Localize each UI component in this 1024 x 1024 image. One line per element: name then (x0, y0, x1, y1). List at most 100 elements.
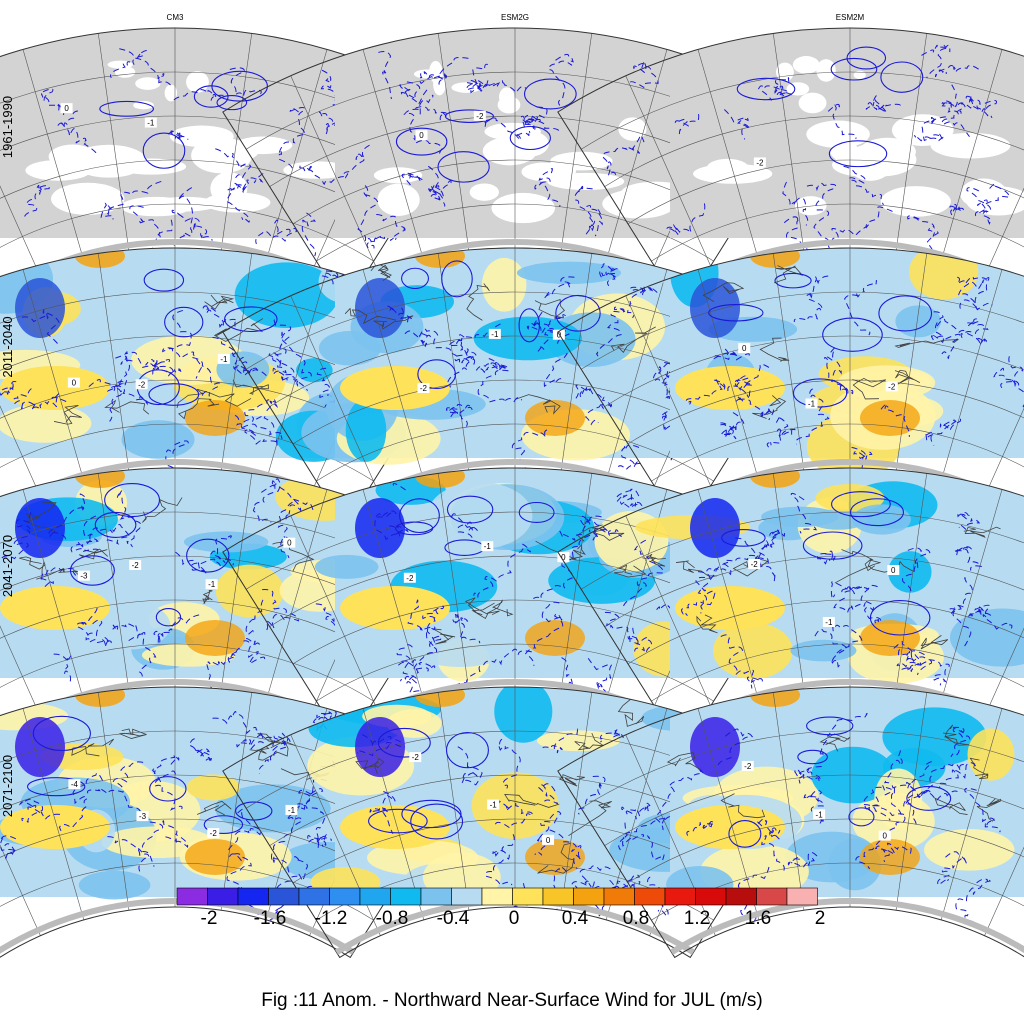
contour-line-negative (654, 769, 704, 831)
svg-text:-2: -2 (210, 829, 218, 838)
colorbar-swatch (207, 887, 239, 906)
contour-label: -2 (403, 572, 416, 583)
contour-line-negative (793, 275, 829, 323)
contour-line-negative (258, 732, 292, 774)
map-panel-r3-c1: -2 -1 0 (222, 686, 808, 959)
contour-line-negative (47, 493, 86, 540)
svg-text:-1: -1 (825, 618, 833, 627)
parallel (316, 643, 714, 702)
meridian (290, 515, 381, 717)
contour-line-negative (457, 746, 483, 786)
colorbar-swatch (756, 887, 788, 906)
contour-line-negative (229, 67, 262, 98)
coastline (19, 556, 46, 576)
coastline (969, 757, 989, 780)
anomaly-shading (516, 261, 622, 285)
coastline (666, 752, 703, 771)
masked-region (848, 148, 892, 181)
contour-line-negative (88, 379, 148, 406)
colorbar-swatch (237, 887, 269, 906)
contour-line-negative (627, 627, 653, 655)
contour-label: -2 (885, 381, 898, 392)
contour-label: 0 (542, 834, 555, 845)
anomaly-shading (355, 498, 405, 558)
coastline (142, 497, 183, 523)
anomaly-shading (340, 586, 450, 630)
contour-line-negative (795, 388, 830, 445)
coastline (204, 294, 235, 310)
contour-line-negative (925, 418, 962, 446)
meridian (265, 49, 328, 261)
contour-line-positive (399, 498, 440, 534)
contour-line-negative (175, 551, 221, 575)
contour-line-negative (21, 309, 61, 347)
contour-line-negative (756, 818, 781, 840)
meridian (625, 515, 716, 717)
masked-region (930, 132, 1011, 159)
contour-line-negative (937, 851, 968, 886)
meridian (290, 75, 381, 277)
contour-line-negative (558, 515, 591, 541)
contour-line-negative (616, 444, 641, 471)
masked-region (203, 192, 271, 213)
meridian (984, 734, 1024, 936)
contour-line-negative (210, 535, 234, 566)
meridian (895, 253, 928, 472)
coastline (943, 724, 970, 746)
coastline (104, 399, 150, 415)
contour-line-negative (830, 581, 856, 598)
coastline (53, 404, 82, 425)
anomaly-shading (895, 305, 942, 338)
contour-line-negative (369, 791, 396, 835)
contour-line-negative (467, 79, 504, 94)
contour-line-positive (850, 498, 904, 527)
contour-line-negative (627, 285, 658, 319)
colorbar-swatch (725, 887, 757, 906)
contour-label: -2 (748, 559, 761, 570)
coastline (516, 394, 561, 415)
contour-line-negative (884, 750, 915, 807)
contour-line-negative (549, 829, 582, 870)
contour-line-negative (278, 107, 306, 171)
contour-line-negative (255, 219, 297, 245)
svg-text:0: 0 (64, 104, 69, 113)
contour-line-negative (602, 134, 645, 176)
contour-line-negative (596, 306, 626, 359)
svg-text:-2: -2 (744, 762, 752, 771)
contour-line-positive (94, 511, 137, 538)
colorbar-swatch (603, 887, 635, 906)
contour-line-negative (844, 279, 877, 336)
masked-region (186, 71, 209, 93)
masked-region (133, 101, 154, 110)
contour-line-positive (509, 125, 552, 151)
meridian (362, 489, 425, 701)
contour-line-negative (577, 775, 606, 815)
svg-text:-1: -1 (490, 801, 498, 810)
contour-line-negative (832, 624, 863, 656)
contour-line-negative (941, 84, 962, 116)
colorbar-swatch (542, 887, 574, 906)
contour-line-negative (100, 180, 162, 220)
coastline (720, 793, 766, 819)
column-title-esm2g: ESM2G (501, 13, 529, 22)
parallel (0, 643, 374, 702)
contour-line-negative (949, 204, 964, 217)
contour-label: -2 (741, 760, 754, 771)
anomaly-shading (852, 504, 911, 535)
colorbar-tick: 1.6 (745, 908, 771, 929)
anomaly-shading (761, 506, 839, 527)
anomaly-shading (345, 398, 387, 462)
contour-line-negative (24, 184, 50, 220)
masked-region (853, 70, 866, 80)
meridian (940, 269, 1003, 481)
contour-line-negative (814, 628, 848, 670)
contour-line-negative (587, 658, 623, 702)
anomaly-shading (15, 498, 65, 558)
contour-line-negative (585, 388, 613, 426)
parallel (651, 203, 1024, 262)
contour-line-positive (524, 78, 577, 110)
map-panel-r1-c0: 0 -2 -1 (0, 247, 468, 520)
contour-line-negative (106, 357, 133, 422)
meridian (22, 269, 85, 481)
contour-line-negative (782, 181, 809, 226)
